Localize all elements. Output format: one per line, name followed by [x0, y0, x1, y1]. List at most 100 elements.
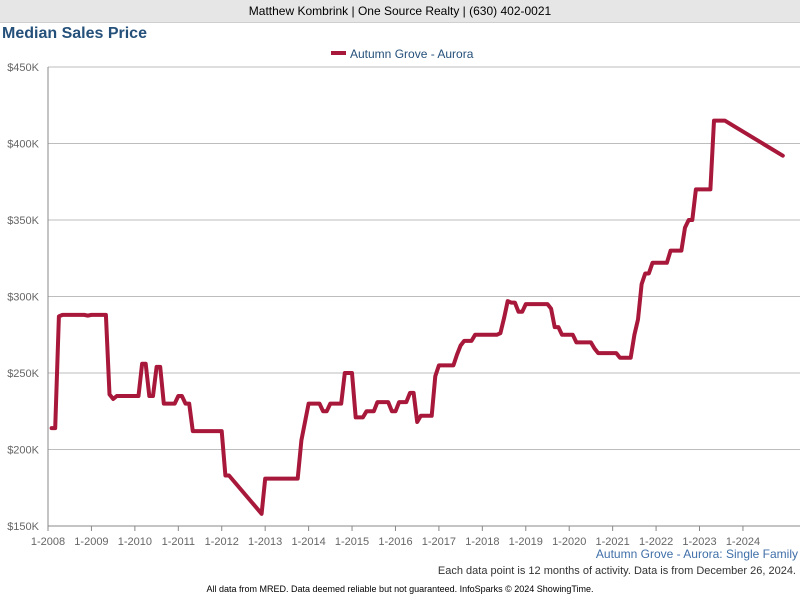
data-point: [364, 409, 369, 413]
data-point: [560, 333, 564, 337]
data-point: [694, 187, 698, 191]
data-point: [97, 313, 101, 317]
data-point: [444, 363, 448, 367]
data-point: [79, 313, 83, 317]
data-point: [122, 394, 126, 398]
data-point: [209, 429, 213, 433]
data-point: [216, 429, 220, 433]
data-point: [498, 331, 502, 335]
data-point: [379, 400, 383, 404]
footer: All data from MRED. Data deemed reliable…: [206, 584, 594, 594]
data-point: [408, 391, 412, 395]
data-point: [781, 154, 785, 158]
data-point: [144, 362, 148, 366]
data-point: [636, 317, 640, 321]
data-point: [328, 402, 332, 406]
series-line: [49, 118, 785, 516]
data-point: [325, 409, 329, 413]
y-tick-label: $150K: [7, 521, 39, 533]
data-point: [64, 313, 68, 317]
data-point: [75, 313, 79, 317]
y-tick-label: $200K: [7, 445, 39, 457]
data-point: [448, 363, 452, 367]
data-point: [339, 402, 343, 406]
data-point: [386, 400, 390, 404]
data-point: [307, 402, 311, 406]
data-point: [180, 394, 184, 398]
data-point: [502, 316, 506, 320]
data-point: [332, 402, 336, 406]
data-point: [53, 426, 57, 430]
data-point: [412, 391, 416, 395]
data-point: [495, 333, 499, 337]
data-point: [314, 402, 318, 406]
data-point: [719, 119, 723, 123]
data-point: [520, 310, 524, 314]
data-point: [430, 414, 434, 418]
chart-subtitle: Autumn Grove - Aurora: Single Family: [595, 547, 798, 561]
data-point: [578, 340, 582, 344]
data-point: [162, 402, 166, 406]
data-point: [191, 429, 195, 433]
median-sales-price-chart: $150K $200K $250K $300K $350K $400K $450K 1-200…: [7, 47, 800, 545]
y-tick-label: $250K: [7, 368, 39, 380]
data-point: [437, 363, 441, 367]
data-point: [488, 333, 492, 337]
data-point: [422, 414, 426, 418]
x-tick-label: 1-2009: [74, 536, 108, 545]
data-point: [415, 420, 419, 424]
x-tick-label: 1-2012: [205, 536, 239, 545]
data-point: [596, 351, 600, 355]
data-point: [574, 340, 579, 344]
data-point: [281, 477, 285, 481]
data-point: [267, 477, 271, 481]
data-point: [462, 339, 466, 343]
data-point: [455, 353, 459, 357]
data-point: [542, 302, 546, 306]
data-point: [640, 282, 644, 286]
data-point: [553, 325, 557, 329]
data-point: [357, 415, 361, 419]
data-point: [71, 313, 75, 317]
data-point: [299, 438, 303, 442]
data-point: [509, 301, 513, 305]
data-point: [336, 402, 340, 406]
data-point: [589, 340, 593, 344]
data-point: [165, 402, 169, 406]
data-point: [212, 429, 217, 433]
data-point: [426, 414, 430, 418]
x-tick-label: 1-2023: [682, 536, 716, 545]
data-point: [621, 356, 626, 360]
data-point: [107, 392, 112, 396]
data-point: [147, 394, 151, 398]
data-point: [672, 249, 676, 253]
data-point: [270, 477, 274, 481]
y-tick-label: $300K: [7, 292, 39, 304]
data-point: [100, 313, 104, 317]
data-point: [473, 333, 477, 337]
data-point: [383, 400, 387, 404]
data-point: [343, 371, 347, 375]
data-point: [198, 429, 202, 433]
data-point: [679, 249, 684, 253]
x-tick-label: 1-2013: [248, 536, 282, 545]
data-point: [169, 402, 173, 406]
data-point: [86, 314, 90, 318]
data-point: [404, 400, 408, 404]
data-point: [60, 313, 65, 317]
legend: Autumn Grove - Aurora: [331, 47, 474, 61]
data-point: [538, 302, 542, 306]
data-point: [285, 477, 289, 481]
data-point: [705, 187, 709, 191]
data-point: [669, 249, 673, 253]
axis-layer: $150K $200K $250K $300K $350K $400K $450K 1-200…: [7, 62, 800, 545]
data-point: [516, 310, 521, 314]
data-point: [469, 339, 474, 343]
x-tick-label: 1-2008: [31, 536, 65, 545]
data-point: [50, 426, 54, 430]
x-tick-label: 1-2022: [639, 536, 673, 545]
data-point: [115, 394, 119, 398]
data-point: [419, 414, 423, 418]
data-point: [393, 409, 398, 413]
data-point: [661, 261, 665, 265]
